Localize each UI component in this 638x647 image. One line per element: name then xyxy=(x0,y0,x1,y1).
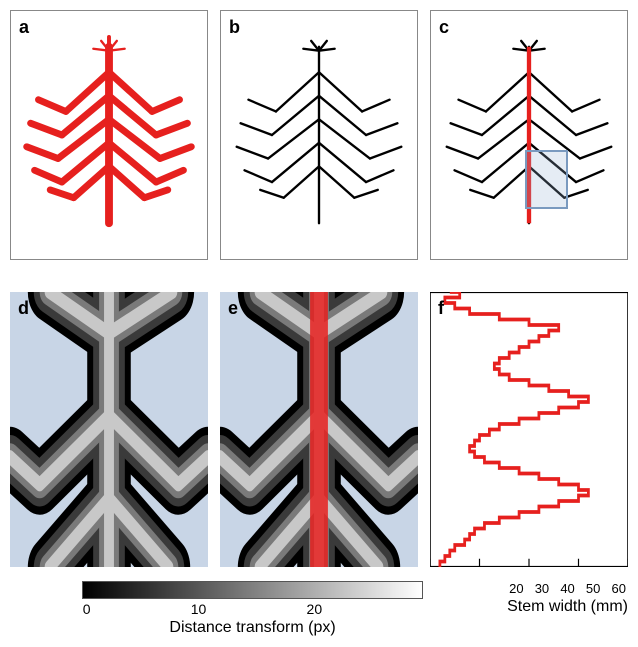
f-tick: 50 xyxy=(586,581,600,596)
bottom-row: d e f xyxy=(10,292,628,567)
figure-grid: a b c xyxy=(10,10,628,260)
panel-f-axis-label: Stem width (mm) xyxy=(507,598,628,616)
f-tick: 60 xyxy=(612,581,626,596)
panel-a-label: a xyxy=(19,17,29,38)
colorbar-axis-label: Distance transform (px) xyxy=(10,619,495,637)
panel-b-label: b xyxy=(229,17,240,38)
panel-b: b xyxy=(220,10,418,260)
colorbar-ticks: 0 10 20 xyxy=(83,601,423,617)
panel-d: d xyxy=(10,292,208,567)
panel-f-ticks: 20 30 40 50 60 xyxy=(507,581,628,596)
f-tick: 40 xyxy=(560,581,574,596)
roi-highlight-box xyxy=(525,150,568,210)
plant-skeleton xyxy=(221,11,417,259)
plant-skeleton-stem xyxy=(431,11,627,259)
panel-f-axis-section: 20 30 40 50 60 Stem width (mm) xyxy=(507,581,628,637)
colorbar-tick: 10 xyxy=(191,601,207,617)
panel-d-label: d xyxy=(18,298,29,319)
colorbar-tick: 0 xyxy=(83,601,91,617)
f-tick: 30 xyxy=(535,581,549,596)
panel-c: c xyxy=(430,10,628,260)
panel-e: e xyxy=(220,292,418,567)
distance-transform-zoom xyxy=(10,292,208,567)
panel-f-label: f xyxy=(438,298,444,319)
colorbar-gradient xyxy=(82,581,424,599)
colorbar-tick: 20 xyxy=(307,601,323,617)
colorbar-section: 0 10 20 Distance transform (px) xyxy=(10,581,495,637)
stem-width-plot xyxy=(430,292,628,567)
distance-transform-stem xyxy=(220,292,418,567)
f-tick: 20 xyxy=(509,581,523,596)
panel-a: a xyxy=(10,10,208,260)
panel-e-label: e xyxy=(228,298,238,319)
panel-f: f xyxy=(430,292,628,567)
plant-silhouette xyxy=(11,11,207,259)
panel-c-label: c xyxy=(439,17,449,38)
